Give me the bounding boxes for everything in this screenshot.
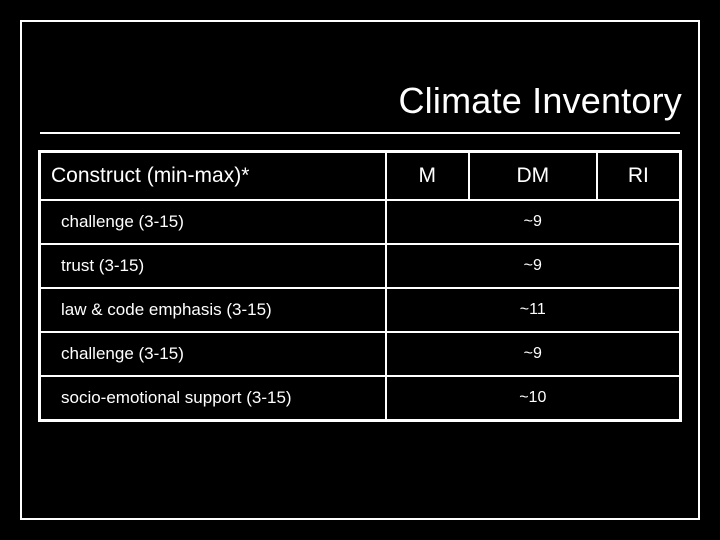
row-label: challenge (3-15) [40, 200, 386, 244]
row-value: ~11 [386, 288, 680, 332]
col-header-ri: RI [597, 152, 680, 200]
row-value: ~9 [386, 200, 680, 244]
row-label: trust (3-15) [40, 244, 386, 288]
slide: Climate Inventory Construct (min-max)* M… [0, 0, 720, 540]
title-underline [40, 132, 680, 134]
row-value: ~9 [386, 244, 680, 288]
row-label: challenge (3-15) [40, 332, 386, 376]
col-header-construct: Construct (min-max)* [40, 152, 386, 200]
title-wrap: Climate Inventory [38, 80, 682, 122]
page-title: Climate Inventory [38, 80, 682, 122]
row-label: socio-emotional support (3-15) [40, 376, 386, 420]
col-header-m: M [386, 152, 469, 200]
row-value: ~10 [386, 376, 680, 420]
row-value: ~9 [386, 332, 680, 376]
row-label: law & code emphasis (3-15) [40, 288, 386, 332]
col-header-dm: DM [469, 152, 597, 200]
climate-inventory-table: Construct (min-max)* M DM RI challenge (… [38, 150, 682, 422]
